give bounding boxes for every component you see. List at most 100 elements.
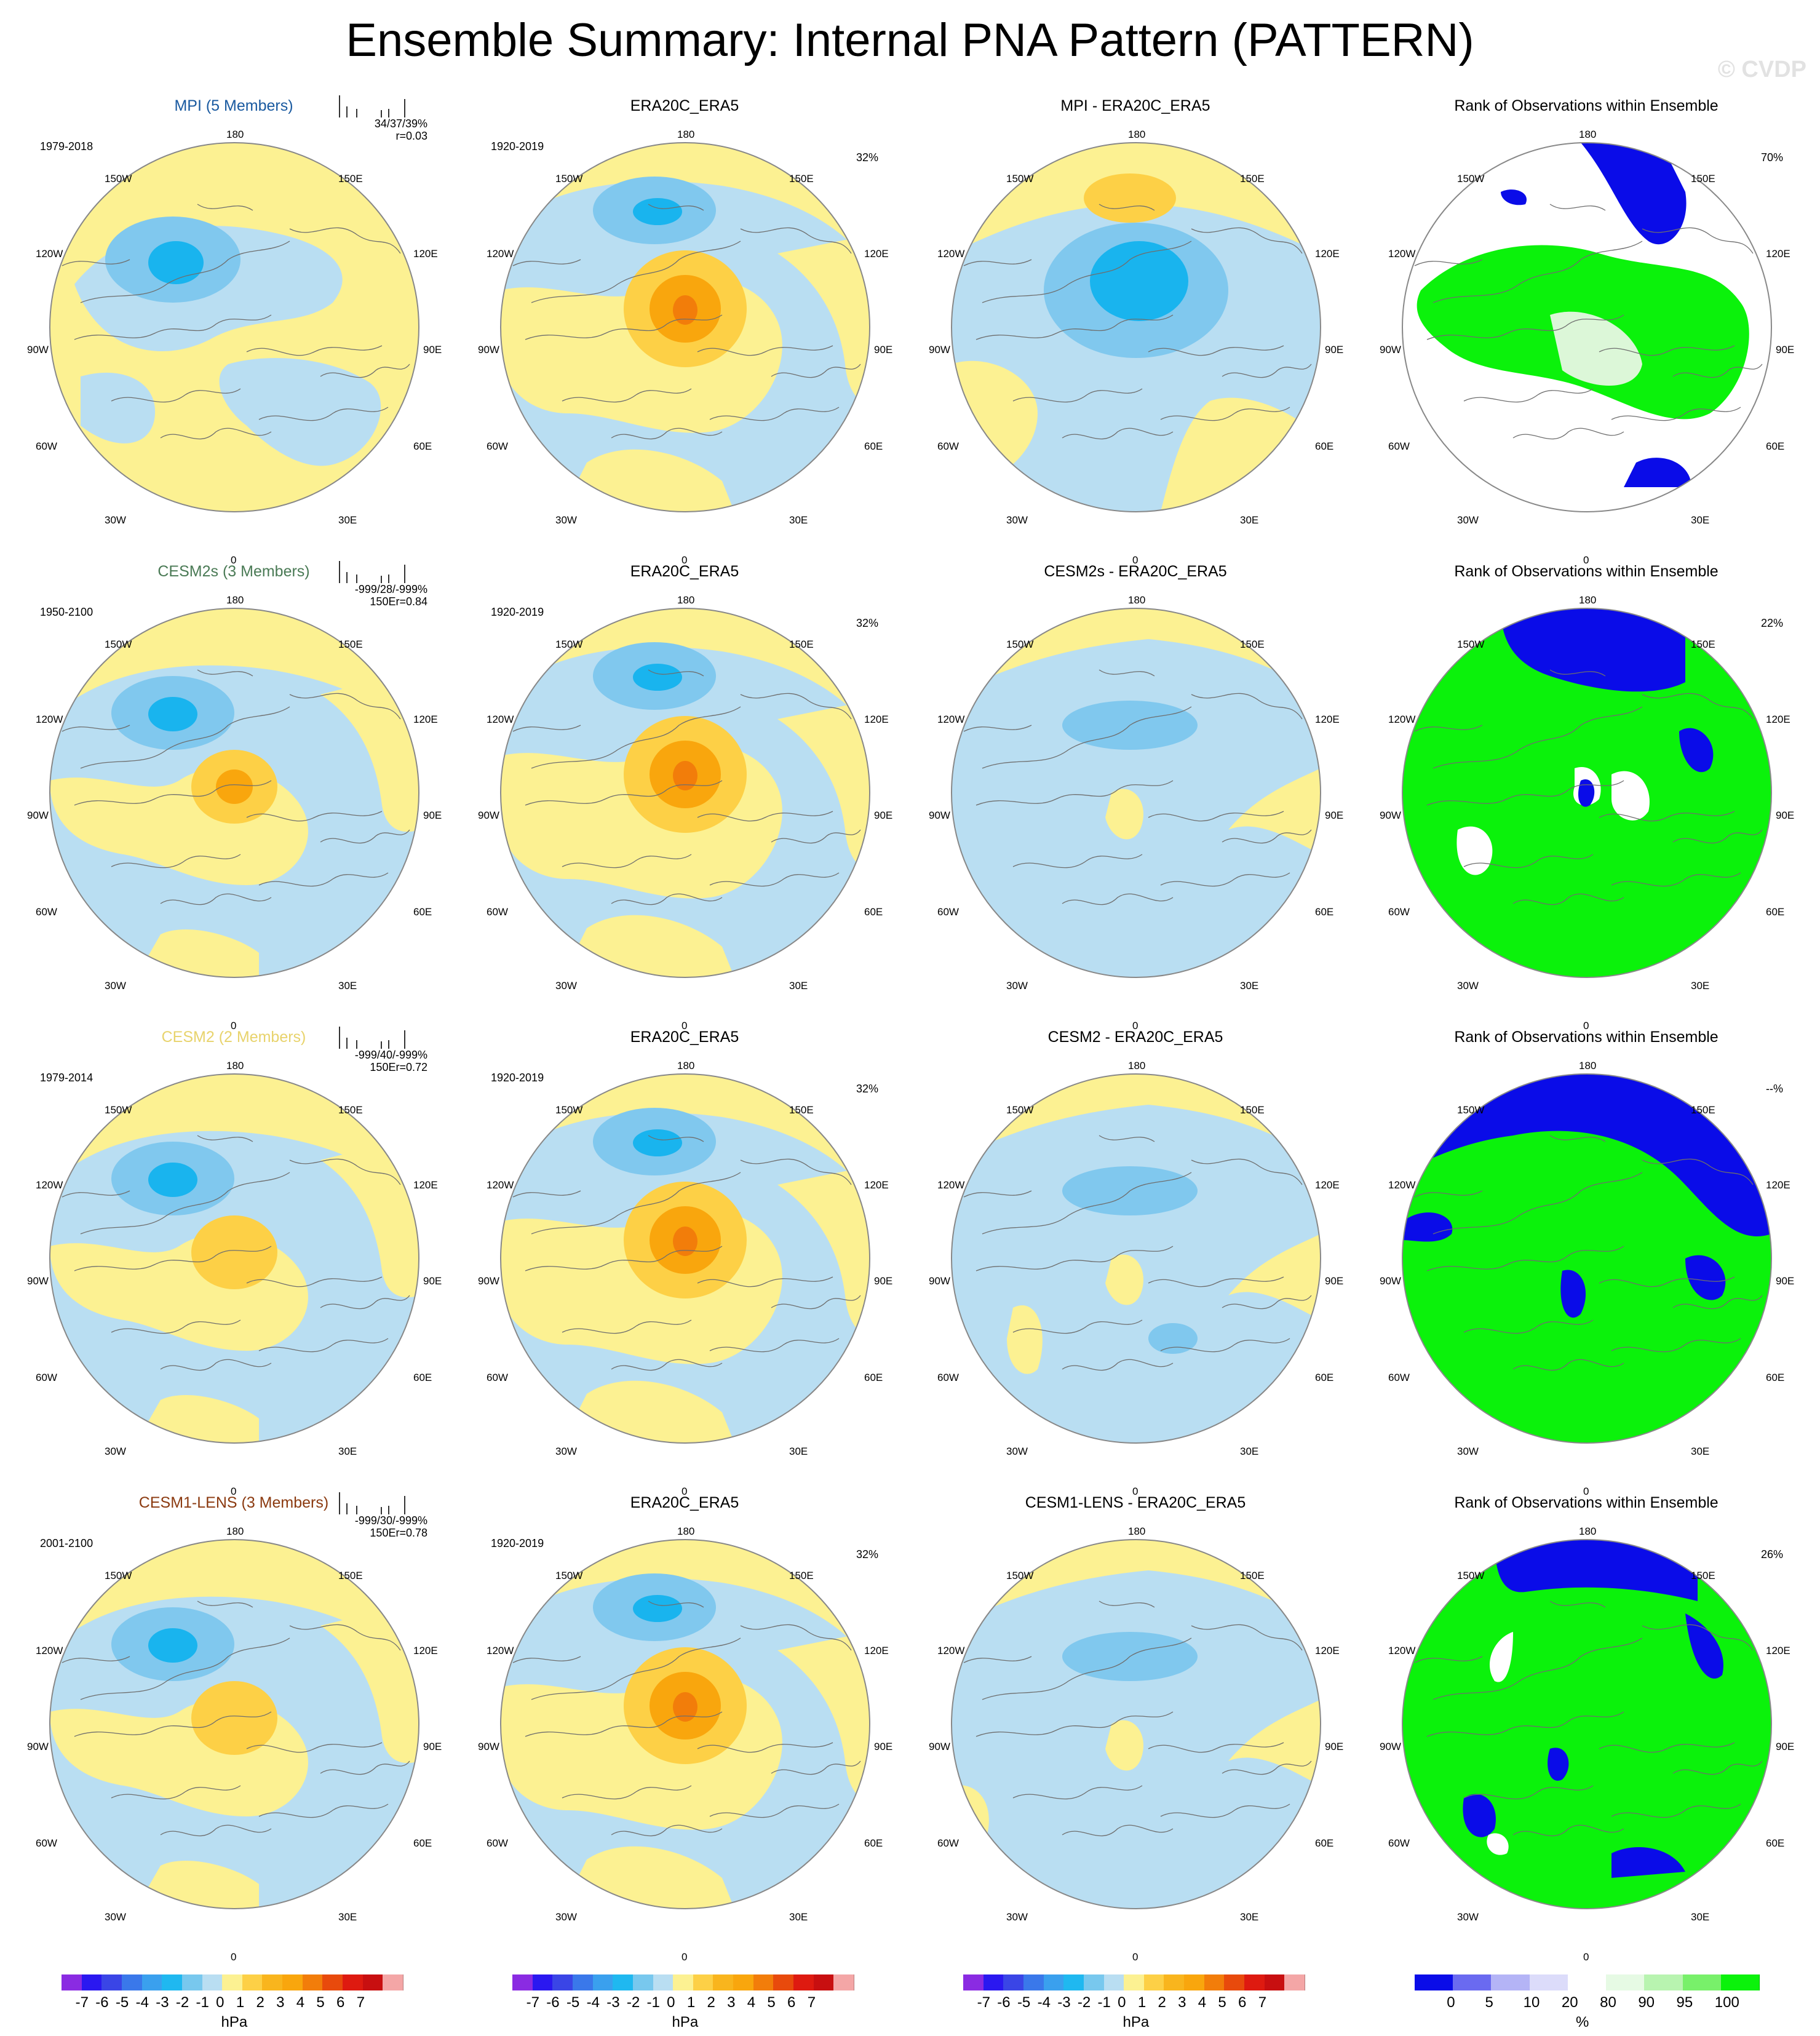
colorbar-rank: 0 5 10 20 80 90 95 100% (1415, 1974, 1760, 2036)
stats-line-2: 150Er=0.72 (370, 1061, 427, 1073)
longitude-label-60e: 60E (1766, 1372, 1785, 1383)
longitude-label-60w: 60W (1388, 1837, 1410, 1849)
positive-anomaly-core (216, 769, 253, 804)
longitude-label-30e: 30E (1240, 514, 1259, 526)
colorbar-label: 3 (727, 1994, 736, 2011)
colorbar-swatch (983, 1974, 1004, 1990)
longitude-label-30e: 30E (789, 1445, 808, 1457)
model-title: CESM2s (3 Members) (157, 563, 310, 580)
rank-percent: 26% (1760, 1548, 1783, 1561)
longitude-label-60e: 60E (864, 1372, 883, 1383)
longitude-label-60w: 60W (36, 1837, 57, 1849)
colorbar-swatch (181, 1974, 203, 1990)
model-panel: CESM1-LENS (3 Members) 2001-2100 -999/30/-… (12, 1492, 455, 1963)
colorbar-label: 0 (1447, 1994, 1455, 2011)
longitude-label-150w: 150W (1457, 638, 1485, 650)
longitude-label-90e: 90E (1776, 344, 1795, 356)
colorbar-swatch (613, 1974, 634, 1990)
stats-line-2: 150Er=0.78 (370, 1527, 427, 1539)
longitude-label-30e: 30E (789, 514, 808, 526)
rank-percent: --% (1766, 1083, 1783, 1095)
longitude-label-60w: 60W (937, 1837, 959, 1849)
longitude-label-150e: 150E (338, 1570, 363, 1581)
longitude-label-120e: 120E (1766, 1179, 1790, 1191)
colorbar-label: 5 (316, 1994, 325, 2011)
longitude-label-180: 180 (1128, 1060, 1146, 1072)
colorbar-swatch (793, 1974, 814, 1990)
colorbar-swatch (383, 1974, 403, 1990)
map-border (951, 608, 1321, 978)
longitude-label-120e: 120E (1315, 1179, 1340, 1191)
difference-title: MPI - ERA20C_ERA5 (1060, 97, 1210, 114)
longitude-label-30w: 30W (555, 980, 577, 992)
colorbar-swatch (121, 1974, 143, 1990)
longitude-label-0: 0 (231, 554, 237, 566)
longitude-label-0: 0 (682, 1020, 688, 1032)
longitude-label-120w: 120W (937, 714, 965, 725)
colorbar-label: 20 (1561, 1994, 1578, 2011)
coastlines (1414, 669, 1763, 905)
colorbar-swatch (1720, 1974, 1760, 1990)
positive-anomaly (191, 1681, 277, 1755)
longitude-label-30w: 30W (105, 1445, 126, 1457)
longitude-label-30e: 30E (789, 980, 808, 992)
longitude-label-180: 180 (1128, 129, 1146, 140)
longitude-label-60e: 60E (1315, 440, 1334, 452)
colorbar-swatch (1124, 1974, 1145, 1990)
colorbar-swatch (1204, 1974, 1225, 1990)
longitude-label-0: 0 (231, 1951, 237, 1963)
longitude-label-120e: 120E (1315, 248, 1340, 260)
longitude-label-90e: 90E (423, 1741, 442, 1752)
rank-panel: Rank of Observations within Ensemble 70% 1… (1365, 95, 1808, 566)
colorbar-label: 5 (767, 1994, 776, 2011)
colorbar-swatch (343, 1974, 364, 1990)
colorbar-label: 5 (1218, 1994, 1226, 2011)
negative-anomaly-core (633, 1129, 682, 1156)
longitude-label-0: 0 (1583, 1485, 1589, 1497)
longitude-label-120w: 120W (487, 248, 514, 260)
model-title: CESM1-LENS (3 Members) (138, 1494, 329, 1511)
model-years: 1979-2014 (40, 1072, 93, 1084)
longitude-label-60w: 60W (487, 1372, 508, 1383)
colorbar-unit: hPa (672, 2014, 699, 2030)
longitude-label-60e: 60E (864, 440, 883, 452)
longitude-label-120e: 120E (1766, 714, 1790, 725)
longitude-label-150e: 150E (789, 1570, 814, 1581)
longitude-label-30e: 30E (789, 1911, 808, 1923)
member-ticks (339, 561, 405, 583)
longitude-label-90w: 90W (1380, 1741, 1401, 1752)
longitude-label-180: 180 (677, 129, 695, 140)
longitude-label-180: 180 (1579, 1525, 1597, 1537)
colorbar-label: 7 (807, 1994, 816, 2011)
observed-percent: 32% (856, 1548, 878, 1561)
longitude-label-150e: 150E (1691, 638, 1715, 650)
longitude-label-150e: 150E (1240, 173, 1265, 185)
map-border (1402, 608, 1772, 978)
colorbar-swatch (653, 1974, 674, 1990)
coastlines (512, 669, 861, 905)
longitude-label-60e: 60E (864, 906, 883, 918)
stats-line-2: 150Er=0.84 (370, 595, 427, 608)
longitude-label-30e: 30E (338, 1911, 357, 1923)
longitude-label-60w: 60W (937, 1372, 959, 1383)
difference-title: CESM2s - ERA20C_ERA5 (1044, 563, 1227, 580)
diff-panel: CESM2 - ERA20C_ERA5 180 150W 150E 120W 120E 90… (914, 1027, 1357, 1497)
map-background (952, 608, 1321, 977)
longitude-label-30e: 30E (1691, 1445, 1710, 1457)
longitude-label-120w: 120W (937, 1645, 965, 1656)
longitude-label-120e: 120E (864, 714, 889, 725)
longitude-label-150w: 150W (105, 173, 132, 185)
observed-years: 1920-2019 (491, 1537, 544, 1549)
coastlines (512, 204, 861, 440)
longitude-label-90w: 90W (27, 809, 49, 821)
map-background (952, 1540, 1321, 1909)
longitude-label-90w: 90W (27, 1275, 49, 1287)
longitude-label-30w: 30W (555, 1911, 577, 1923)
colorbar-swatch (302, 1974, 324, 1990)
colorbar-swatch (733, 1974, 754, 1990)
rank-panel: Rank of Observations within Ensemble --% 1… (1365, 1027, 1808, 1497)
longitude-label-120w: 120W (36, 714, 63, 725)
colorbar-unit: % (1576, 2014, 1589, 2030)
colorbar-swatch (1491, 1974, 1530, 1990)
model-pattern-map (49, 1073, 419, 1444)
